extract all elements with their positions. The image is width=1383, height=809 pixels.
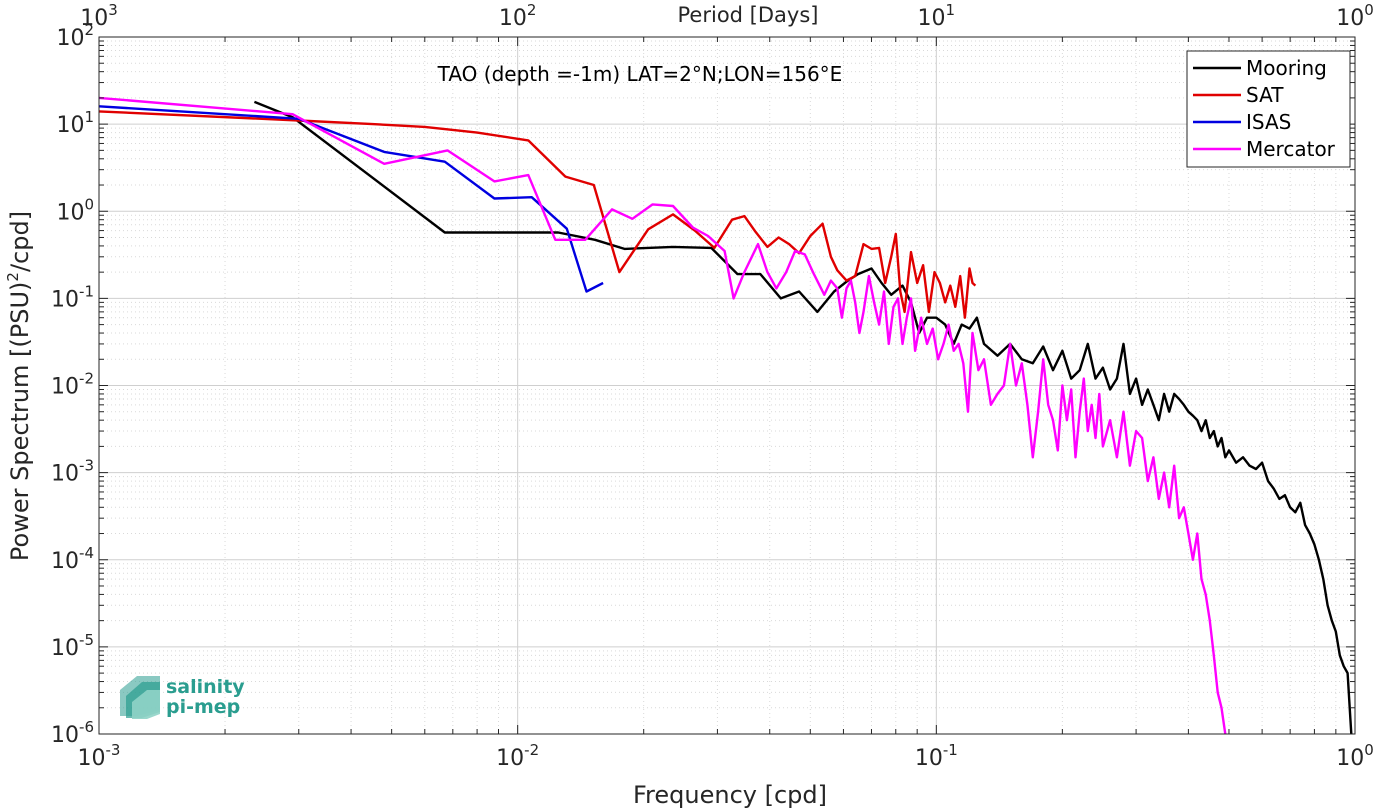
series-line-sat: [99, 110, 977, 319]
top-axis-label: Period [Days]: [678, 3, 819, 27]
logo-text-line1: salinity: [166, 676, 245, 698]
x-tick-label: 10-2: [496, 741, 539, 771]
y-axis-label-tail: /cpd]: [6, 211, 34, 272]
y-axis-label-main: Power Spectrum [(PSU): [6, 282, 34, 561]
salinity-pi-mep-logo: salinity pi-mep: [120, 676, 245, 719]
y-tick-label: 10-3: [51, 457, 94, 487]
y-tick-label: 100: [56, 195, 94, 225]
top-tick-label: 103: [80, 1, 118, 31]
series-line-isas: [99, 105, 604, 293]
legend: Mooring SAT ISAS Mercator: [1186, 50, 1351, 168]
y-tick-label: 10-6: [51, 718, 94, 748]
y-tick-label: 10-1: [51, 282, 94, 312]
y-tick-label: 10-5: [51, 631, 94, 661]
legend-label-sat: SAT: [1246, 83, 1284, 107]
x-tick-label: 10-1: [915, 741, 958, 771]
top-tick-label: 102: [499, 1, 537, 31]
legend-box: [1186, 50, 1351, 168]
chart-title: TAO (depth =-1m) LAT=2°N;LON=156°E: [437, 62, 843, 86]
y-tick-label: 101: [56, 108, 94, 138]
x-tick-label: 100: [1336, 741, 1374, 771]
y-tick-label: 102: [56, 21, 94, 51]
top-tick-label: 100: [1336, 1, 1374, 31]
tick-marks: [98, 36, 1356, 735]
legend-label-mercator: Mercator: [1246, 137, 1336, 161]
logo-icon: [120, 676, 160, 719]
x-axis-label: Frequency [cpd]: [633, 781, 827, 809]
y-axis-label-sup: 2: [4, 272, 22, 282]
top-tick-label: 101: [918, 1, 956, 31]
legend-label-mooring: Mooring: [1246, 56, 1327, 80]
y-axis-label: Power Spectrum [(PSU)2/cpd]: [4, 211, 34, 561]
tick-labels: 10-3 10-2 10-1 100 10-6 10-5 10-4 10-3 10-2 10-1 1…: [51, 1, 1374, 771]
logo-text-line2: pi-mep: [166, 696, 240, 718]
x-tick-label: 10-3: [78, 741, 121, 771]
y-tick-label: 10-4: [51, 544, 94, 574]
series-line-mercator: [99, 96, 1227, 734]
legend-label-isas: ISAS: [1246, 110, 1291, 134]
series-layer: [99, 96, 1353, 734]
y-tick-label: 10-2: [51, 370, 94, 400]
